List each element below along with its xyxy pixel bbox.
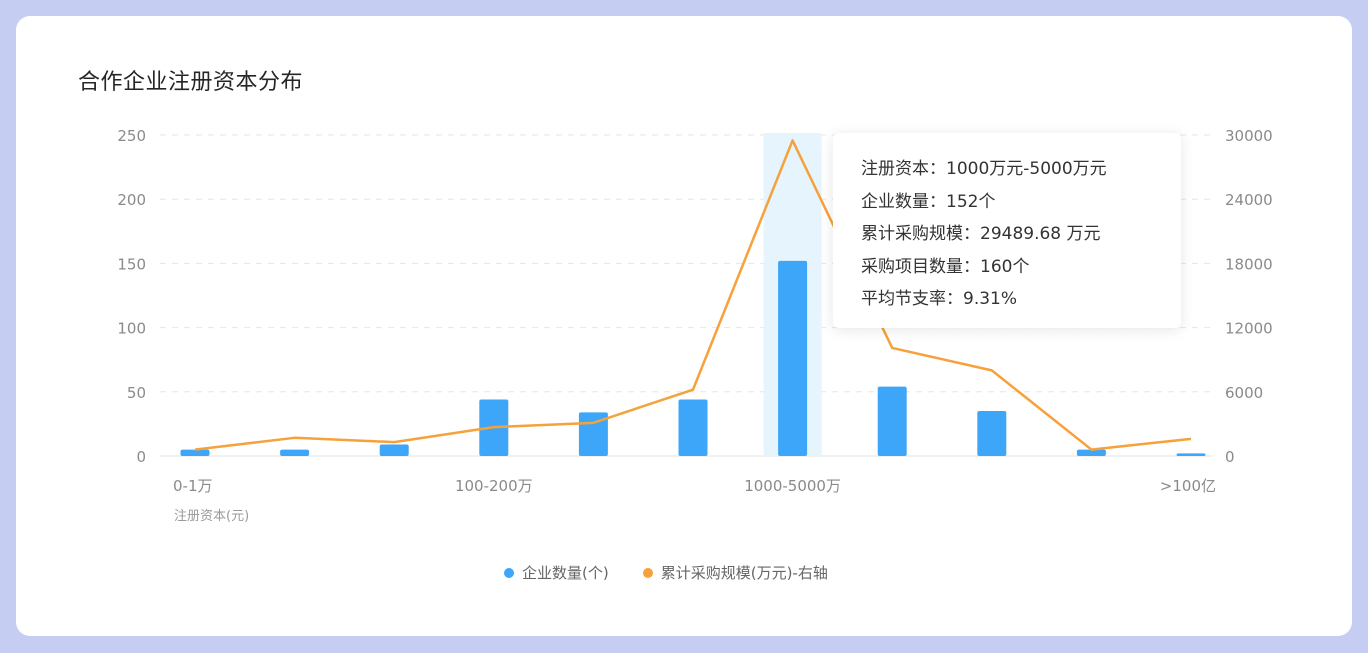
right-tick-label: 6000 [1225,384,1263,402]
tooltip-row-capital: 注册资本：1000万元-5000万元 [861,159,1107,179]
left-tick-label: 50 [127,384,146,402]
x-axis-name: 注册资本(元) [174,509,249,524]
left-tick-label: 150 [117,255,146,273]
tooltip-row-procurement: 累计采购规模：29489.68 万元 [861,224,1101,244]
bar[interactable] [977,411,1007,456]
right-tick-label: 12000 [1225,320,1273,338]
left-tick-label: 250 [117,127,146,145]
left-tick-label: 0 [136,448,146,466]
right-tick-label: 24000 [1225,191,1273,209]
left-axis-ticks: 0 50 100 150 200 250 [117,127,146,466]
legend-dot-orange-icon [642,567,653,578]
right-tick-label: 30000 [1225,127,1273,145]
bar[interactable] [778,260,808,456]
left-tick-label: 200 [117,191,146,209]
x-tick-label: >100亿 [1160,477,1216,495]
x-tick-label: 0-1万 [173,477,213,495]
bar[interactable] [678,399,708,456]
chart-tooltip: 注册资本：1000万元-5000万元 企业数量：152个 累计采购规模：2948… [833,133,1181,328]
left-tick-label: 100 [117,320,146,338]
chart-legend: 企业数量(个) 累计采购规模(万元)-右轴 [504,562,828,583]
chart-card: 合作企业注册资本分布 0 50 100 150 200 250 0 6000 12000 180… [16,16,1352,636]
x-tick-label: 100-200万 [455,477,533,495]
procurement-line[interactable] [194,139,1192,451]
tooltip-row-count: 企业数量：152个 [861,191,996,212]
right-tick-label: 18000 [1225,255,1273,273]
tooltip-row-savings-rate: 平均节支率：9.31% [861,289,1018,309]
bar[interactable] [379,444,409,456]
tooltip-row-projects: 采购项目数量：160个 [861,256,1030,277]
bar[interactable] [1076,449,1106,456]
line-series-procurement[interactable] [194,139,1192,451]
legend-dot-blue-icon [504,567,514,578]
bar[interactable] [280,449,310,456]
right-tick-label: 0 [1225,448,1235,466]
bar[interactable] [877,386,907,456]
x-axis-ticks: 0-1万 100-200万 1000-5000万 >100亿 [173,477,1216,495]
legend-item-enterprise-count[interactable]: 企业数量(个) [504,562,609,583]
chart-title: 合作企业注册资本分布 [78,70,304,95]
x-tick-label: 1000-5000万 [744,477,841,495]
bar[interactable] [1176,453,1206,456]
legend-item-procurement[interactable]: 累计采购规模(万元)-右轴 [642,562,828,583]
bar[interactable] [180,449,210,456]
right-axis-ticks: 0 6000 12000 18000 24000 30000 [1225,127,1273,466]
